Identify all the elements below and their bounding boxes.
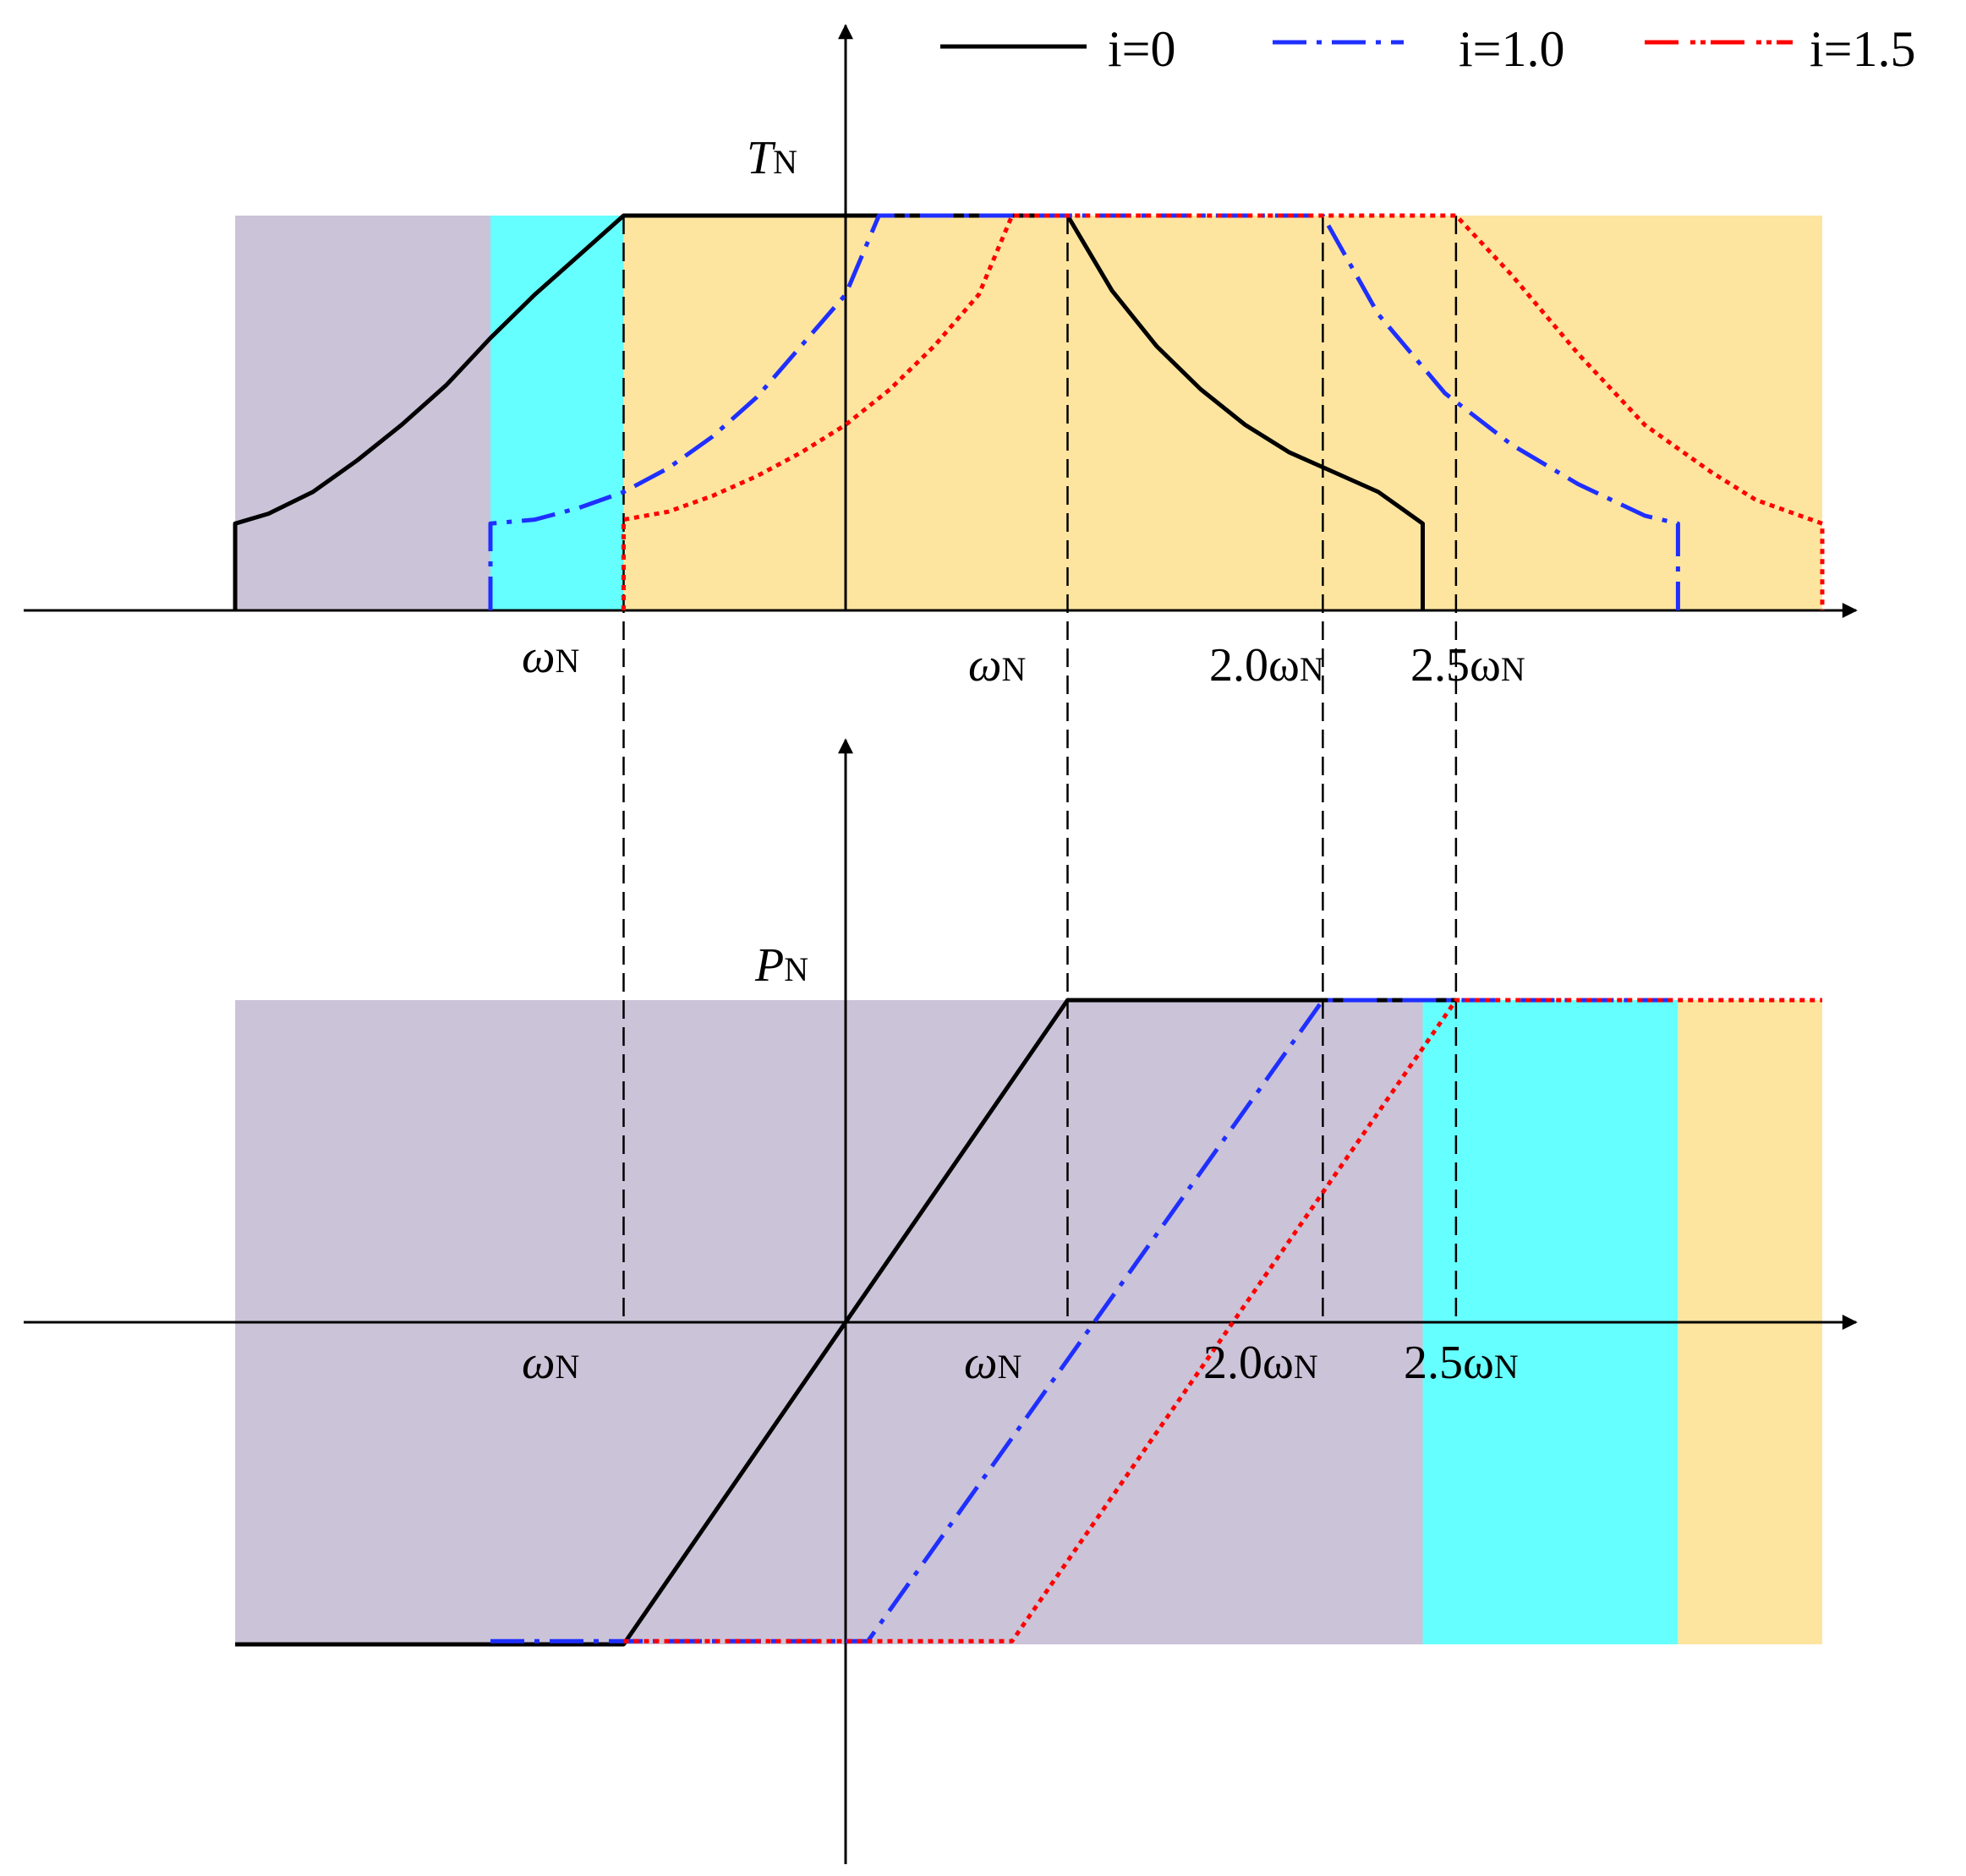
series-lines (233, 213, 1825, 1647)
top-region-cyan (490, 216, 624, 610)
top-y-axis-label: TN (747, 132, 797, 184)
top-region-purple (235, 216, 490, 610)
bottom-series-i0 (235, 998, 1456, 1647)
top-series-i15 (622, 213, 1825, 610)
operating-regions (235, 216, 1822, 1644)
legend-label-i15: i=1.5 (1810, 21, 1916, 77)
top-tick-label-2wn: 2.0ωN (1209, 639, 1324, 692)
axes (24, 24, 1858, 1864)
top-series-i10 (488, 213, 1680, 610)
bottom-tick-label-wn: ωN (964, 1337, 1021, 1389)
bottom-tick-label-25wn: 2.5ωN (1404, 1337, 1519, 1389)
guide-lines (622, 216, 1458, 1322)
legend-label-i0: i=0 (1108, 21, 1176, 77)
top-tick-label-neg-wn: ωN (522, 631, 579, 683)
top-tick-label-wn: ωN (968, 639, 1026, 692)
bottom-series-i15 (623, 998, 1822, 1644)
bottom-y-axis-label: PN (754, 939, 808, 992)
top-series-i0 (233, 213, 1425, 610)
bottom-tick-label-2wn: 2.0ωN (1203, 1337, 1318, 1389)
legend: i=0 i=1.0 i=1.5 (940, 21, 1916, 77)
top-region-yellow (623, 216, 1822, 610)
legend-label-i10: i=1.0 (1459, 21, 1565, 77)
bottom-tick-label-neg-wn: ωN (522, 1337, 579, 1389)
top-tick-label-25wn: 2.5ωN (1410, 639, 1525, 692)
